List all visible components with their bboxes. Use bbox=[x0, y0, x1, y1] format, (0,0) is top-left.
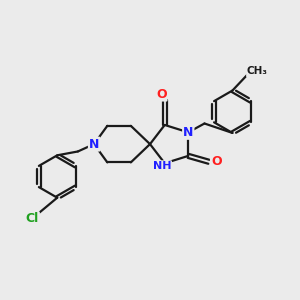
Text: Cl: Cl bbox=[26, 212, 39, 225]
Text: O: O bbox=[211, 155, 222, 168]
Text: N: N bbox=[183, 126, 194, 139]
Text: O: O bbox=[156, 88, 166, 100]
Text: CH₃: CH₃ bbox=[247, 66, 268, 76]
Text: NH: NH bbox=[152, 161, 171, 171]
Text: N: N bbox=[89, 138, 99, 151]
